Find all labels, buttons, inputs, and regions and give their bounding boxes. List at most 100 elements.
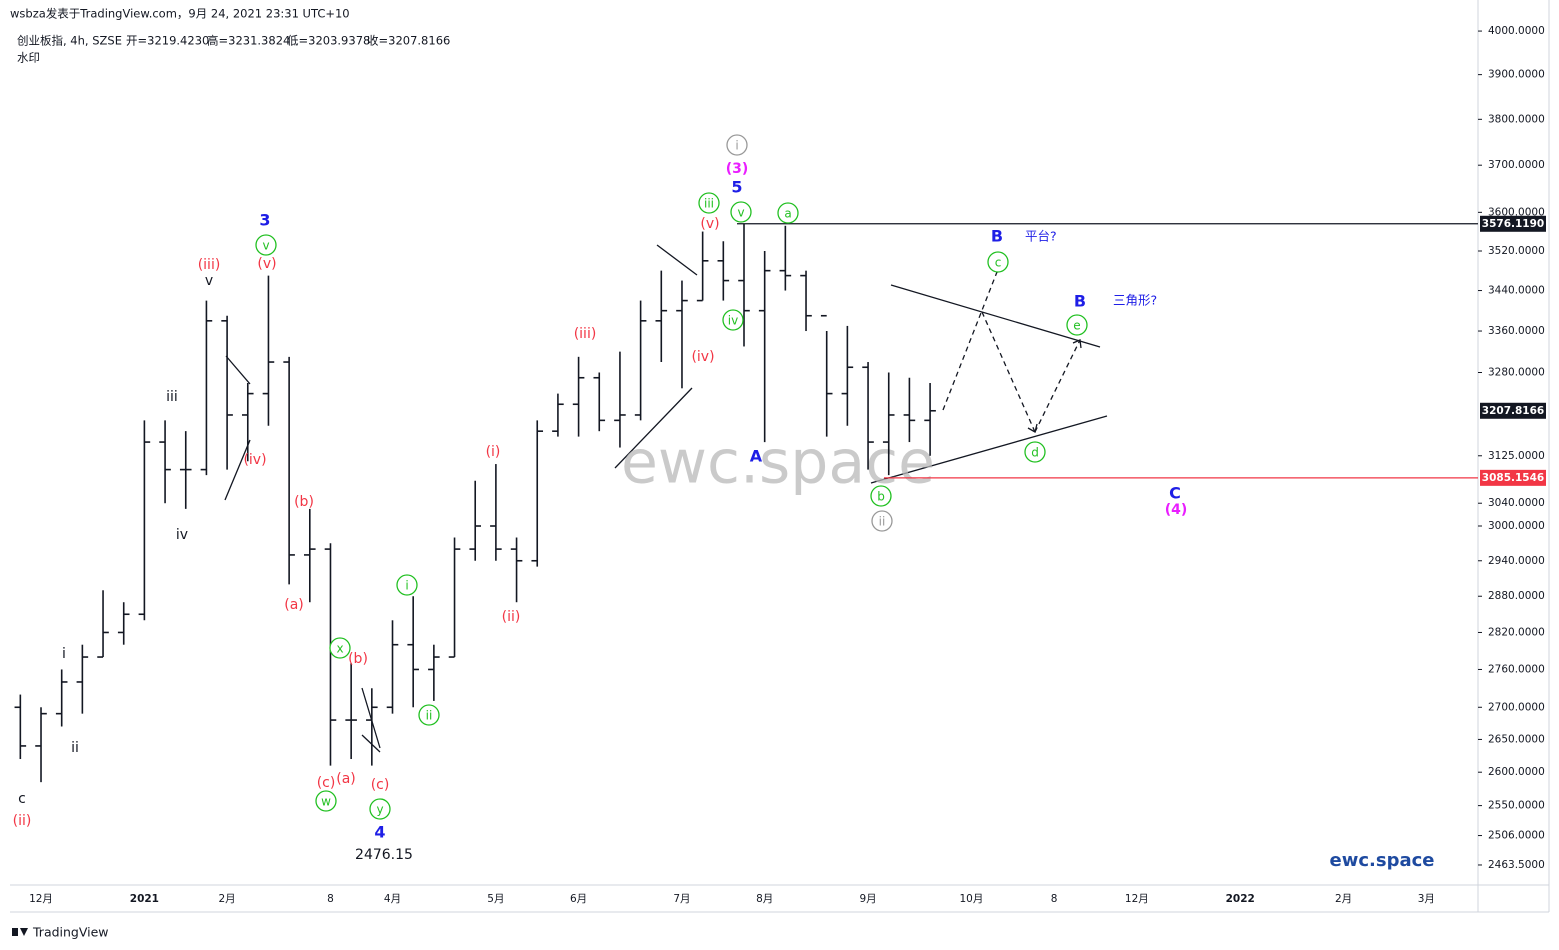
trend-line xyxy=(361,687,381,749)
wave-label: (c) xyxy=(317,775,336,791)
wave-circle xyxy=(870,485,892,507)
y-tick-label: 2880.0000 xyxy=(1488,590,1545,602)
x-tick-label: 12月 xyxy=(1125,893,1149,905)
y-tick-label: 3900.0000 xyxy=(1488,69,1545,81)
wave-label: iv xyxy=(728,314,738,328)
x-tick-label: 12月 xyxy=(29,893,53,905)
y-tick-label: 2506.0000 xyxy=(1488,830,1545,842)
trend-line xyxy=(614,387,693,469)
y-tick-label: 2463.5000 xyxy=(1488,859,1545,871)
legend-low: 低=3203.9378 xyxy=(287,34,370,48)
wave-circle xyxy=(871,510,893,532)
x-tick-label: 2月 xyxy=(1335,893,1352,905)
arrow-head xyxy=(1027,423,1038,433)
wave-label: (a) xyxy=(284,597,304,613)
wave-label: w xyxy=(321,795,331,809)
legend-symbol: 创业板指, 4h, SZSE xyxy=(17,34,122,48)
price-label: 3085.1546 xyxy=(1482,472,1544,484)
legend-note: 水印 xyxy=(17,51,40,65)
wave-label: ii xyxy=(426,709,433,723)
wave-label: B xyxy=(1074,292,1086,311)
wave-circle xyxy=(1024,441,1046,463)
y-tick-label: 3600.0000 xyxy=(1488,206,1545,218)
wave-label: 3 xyxy=(259,211,270,230)
wave-label: e xyxy=(1073,319,1080,333)
wave-label: ii xyxy=(879,515,886,529)
wave-label: d xyxy=(1031,446,1039,460)
x-tick-label: 9月 xyxy=(859,893,876,905)
y-tick-label: 3360.0000 xyxy=(1488,325,1545,337)
y-tick-label: 2820.0000 xyxy=(1488,626,1545,638)
y-tick-label: 2550.0000 xyxy=(1488,800,1545,812)
trend-line xyxy=(890,284,1101,348)
wave-label: iii xyxy=(166,389,178,405)
wave-label: iii xyxy=(704,197,714,211)
wave-label: A xyxy=(750,447,763,466)
y-tick-label: 3040.0000 xyxy=(1488,497,1545,509)
watermark: ewc.space xyxy=(621,428,935,498)
logo-mark xyxy=(12,928,18,936)
wave-circle xyxy=(329,637,351,659)
x-tick-label: 8月 xyxy=(756,893,773,905)
wave-label: (b) xyxy=(348,651,368,667)
wave-label: (ii) xyxy=(13,813,32,829)
wave-circle xyxy=(698,192,720,214)
last-price-label: 3207.8166 xyxy=(1482,405,1544,417)
wave-label: b xyxy=(877,490,885,504)
wave-label: v xyxy=(262,239,269,253)
trend-line xyxy=(225,355,251,385)
projection-line xyxy=(981,311,1036,433)
wave-label: x xyxy=(336,642,343,656)
x-tick-label: 6月 xyxy=(570,893,587,905)
trend-line xyxy=(361,734,381,753)
legend-close: 收=3207.8166 xyxy=(367,34,450,48)
last-price-box xyxy=(1480,402,1546,419)
y-tick-label: 2700.0000 xyxy=(1488,701,1545,713)
y-tick-label: 3280.0000 xyxy=(1488,366,1545,378)
footer-logo-text: TradingView xyxy=(32,925,109,940)
x-tick-label: 7月 xyxy=(673,893,690,905)
wave-label: a xyxy=(784,207,791,221)
wave-circle xyxy=(726,134,748,156)
wave-label: (v) xyxy=(257,256,276,272)
x-tick-label: 10月 xyxy=(959,893,983,905)
wave-label: B xyxy=(991,227,1003,246)
wave-label: c xyxy=(995,256,1002,270)
wave-label: iv xyxy=(176,527,188,543)
y-tick-label: 4000.0000 xyxy=(1488,25,1545,37)
wave-label: (iv) xyxy=(691,349,714,365)
y-tick-label: 3000.0000 xyxy=(1488,520,1545,532)
wave-label: v xyxy=(737,206,744,220)
y-tick-label: 3520.0000 xyxy=(1488,245,1545,257)
wave-label: v xyxy=(205,273,213,289)
wave-circle xyxy=(722,309,744,331)
wave-circle xyxy=(418,704,440,726)
wave-label: (c) xyxy=(371,777,390,793)
legend-open: 开=3219.4230 xyxy=(126,34,209,48)
x-tick-label: 8 xyxy=(1051,893,1058,905)
header-caption: wsbza发表于TradingView.com，9月 24, 2021 23:3… xyxy=(10,7,350,21)
x-tick-label: 2月 xyxy=(219,893,236,905)
y-tick-label: 3700.0000 xyxy=(1488,159,1545,171)
y-tick-label: 3125.0000 xyxy=(1488,450,1545,462)
wave-label: 2476.15 xyxy=(355,847,413,863)
x-tick-label: 8 xyxy=(327,893,334,905)
wave-circle xyxy=(777,202,799,224)
x-tick-label: 5月 xyxy=(487,893,504,905)
wave-label: (ii) xyxy=(502,609,521,625)
y-tick-label: 2650.0000 xyxy=(1488,733,1545,745)
wave-label: i xyxy=(735,139,738,153)
wave-label: c xyxy=(18,791,26,807)
price-label: 3576.1190 xyxy=(1482,218,1544,230)
wave-label: 5 xyxy=(731,178,742,197)
wave-label: (3) xyxy=(726,161,749,177)
wave-label: (iii) xyxy=(198,257,221,273)
projection-line xyxy=(1034,339,1081,433)
price-label-box xyxy=(1480,215,1546,232)
wave-label: 三角形? xyxy=(1113,293,1157,308)
wave-label: i xyxy=(405,579,408,593)
wave-label: (iv) xyxy=(243,452,266,468)
arrow-head xyxy=(1072,339,1082,349)
wave-circle xyxy=(1066,314,1088,336)
